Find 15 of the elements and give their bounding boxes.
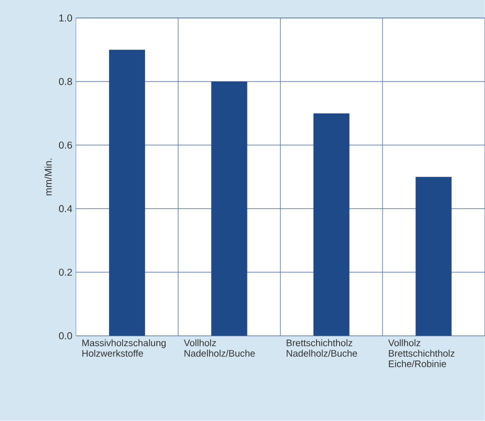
y-tick-label: 0.6 <box>58 142 72 149</box>
y-tick-label: 0.2 <box>58 268 72 276</box>
y-axis-title: mm/Min. <box>44 158 52 196</box>
bar <box>416 177 452 336</box>
y-tick-label: 0.0 <box>58 332 72 340</box>
x-tick-label: Vollholz Nadelholz/Buche <box>184 339 255 357</box>
y-tick-label: 1.0 <box>59 14 72 22</box>
x-tick-label: Brettschichtholz Nadelholz/Buche <box>286 339 358 357</box>
x-tick-label: Vollholz Brettschichtholz Eiche/Robinie <box>388 339 454 368</box>
x-tick-label: Massivholzschalung Holzwerkstoffe <box>82 339 166 357</box>
bar <box>313 113 350 336</box>
bar <box>211 82 248 336</box>
y-tick-label: 0.8 <box>58 78 72 86</box>
y-tick-label: 0.4 <box>58 205 72 212</box>
bar <box>109 50 146 336</box>
